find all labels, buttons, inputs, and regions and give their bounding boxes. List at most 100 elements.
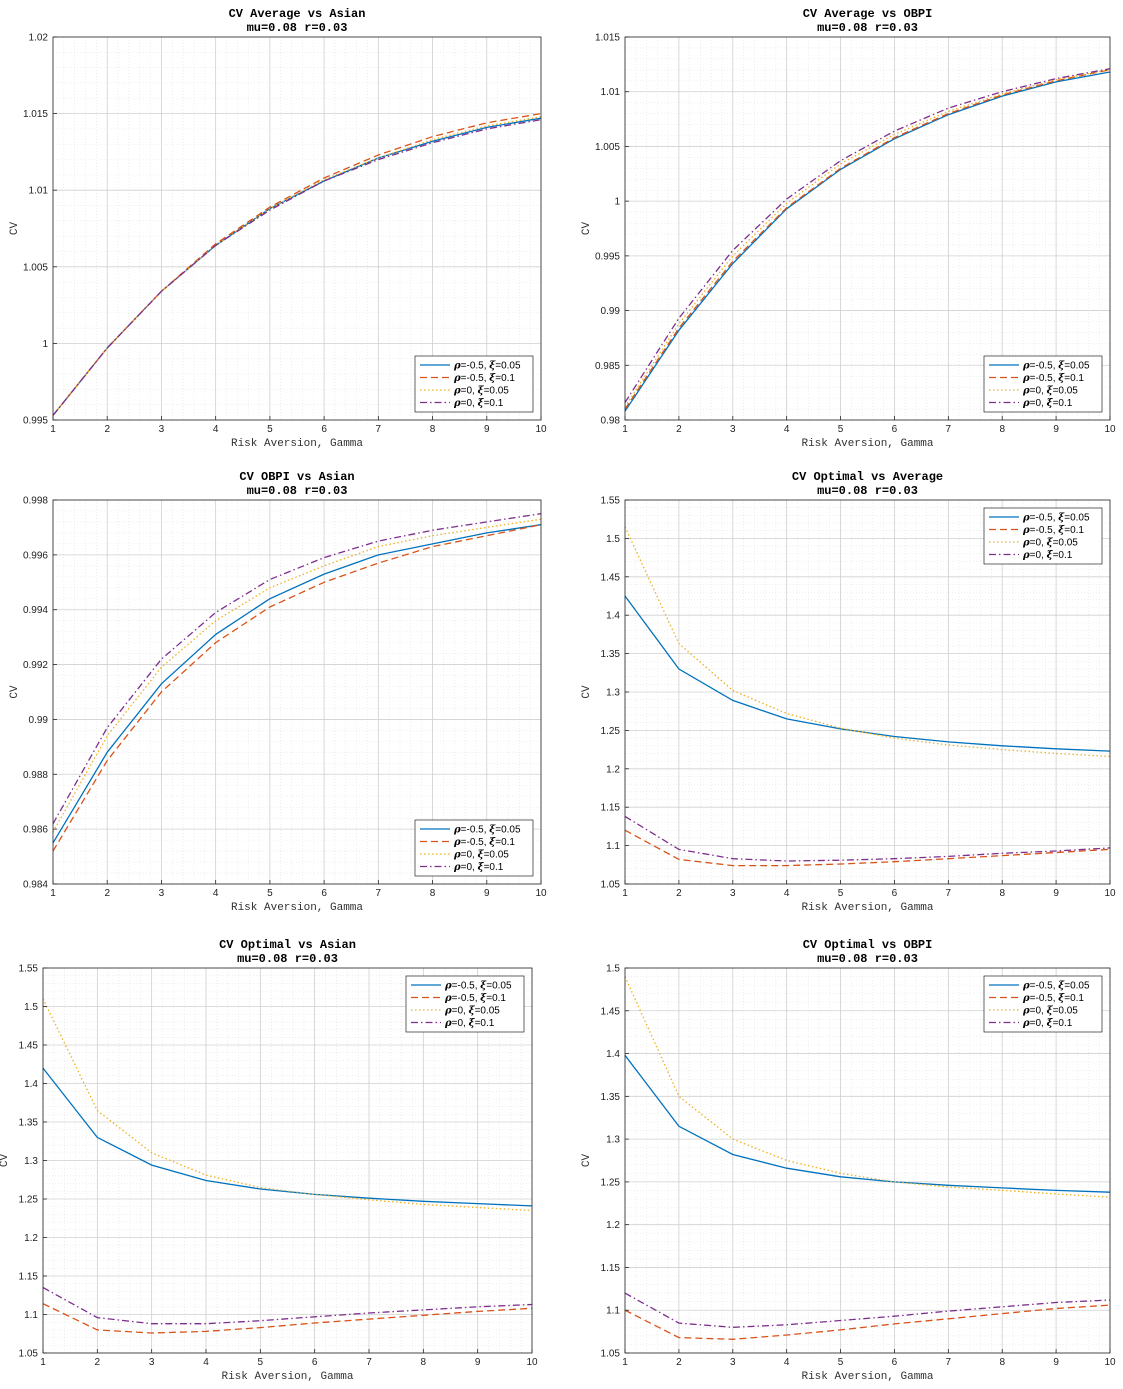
x-tick-label: 9 — [484, 424, 490, 435]
y-tick-label: 1.15 — [19, 1272, 39, 1283]
x-tick-label: 2 — [676, 888, 682, 899]
y-tick-label: 1.5 — [606, 534, 620, 545]
x-tick-label: 10 — [526, 1357, 538, 1368]
chart-subtitle: mu=0.08 r=0.03 — [817, 484, 918, 498]
x-tick-label: 5 — [838, 1357, 844, 1368]
y-axis-label: CV — [0, 1154, 11, 1168]
legend: ρ=-0.5, ξ=0.05ρ=-0.5, ξ=0.1 ρ=0, ξ=0.05ρ=… — [414, 819, 534, 877]
y-tick-label: 1.01 — [601, 87, 621, 98]
x-axis-label: Risk Aversion, Gamma — [801, 438, 933, 450]
x-tick-label: 10 — [1104, 424, 1116, 435]
legend: ρ=-0.5, ξ=0.05ρ=-0.5, ξ=0.1 ρ=0, ξ=0.05ρ=… — [983, 975, 1103, 1033]
y-tick-label: 1.45 — [19, 1041, 39, 1052]
series-line-3 — [624, 69, 1111, 408]
y-tick-label: 1.05 — [19, 1349, 39, 1360]
x-tick-label: 9 — [475, 1357, 481, 1368]
y-axis-label: CV — [9, 685, 21, 699]
x-tick-label: 9 — [1053, 1357, 1059, 1368]
legend-entry-3: ρ=0, ξ=0.05 — [444, 1006, 500, 1017]
y-tick-label: 1.3 — [24, 1156, 38, 1167]
y-tick-label: 0.995 — [23, 416, 48, 427]
y-tick-label: 1.3 — [606, 1135, 620, 1146]
legend-entry-1: ρ=-0.5, ξ=0.05 — [1022, 513, 1090, 524]
legend-entry-1: ρ=-0.5, ξ=0.05 — [444, 981, 512, 992]
legend-entry-4: ρ=0, ξ=0.1 — [453, 398, 504, 409]
x-tick-label: 7 — [376, 888, 382, 899]
y-tick-label: 0.99 — [601, 306, 621, 317]
legend-entry-2: ρ=-0.5, ξ=0.1 — [1022, 993, 1084, 1004]
x-tick-label: 2 — [676, 1357, 682, 1368]
series-line-3 — [52, 116, 542, 416]
x-axis-label: Risk Aversion, Gamma — [801, 902, 933, 914]
chart-subtitle: mu=0.08 r=0.03 — [247, 484, 348, 498]
x-tick-label: 3 — [159, 424, 165, 435]
y-tick-label: 1.1 — [606, 1306, 620, 1317]
y-tick-label: 1.35 — [601, 1092, 621, 1103]
chart-panel-4: 1 2 3 4 5 6 7 8 9 10 1.05 1.1 1.15 1.2 1.25 1.3 1.35 1.4 1… — [581, 470, 1116, 914]
x-tick-label: 4 — [784, 1357, 790, 1368]
series-line-4 — [624, 1292, 1111, 1328]
y-tick-label: 1.1 — [606, 841, 620, 852]
y-tick-label: 1.2 — [606, 764, 620, 775]
chart-subtitle: mu=0.08 r=0.03 — [817, 21, 918, 35]
y-axis-label: CV — [581, 685, 593, 699]
series-line-2 — [52, 112, 542, 416]
y-tick-label: 1.4 — [24, 1079, 38, 1090]
x-tick-label: 2 — [104, 424, 110, 435]
chart-panel-2: 1 2 3 4 5 6 7 8 9 10 0.98 0.985 0.99 0.995 1 1.005 1.01 1… — [581, 7, 1116, 450]
chart-title: CV Optimal vs OBPI — [803, 938, 933, 952]
x-tick-label: 4 — [784, 424, 790, 435]
series-line-2 — [624, 69, 1111, 410]
y-tick-label: 1.02 — [29, 33, 49, 44]
x-tick-label: 8 — [430, 888, 436, 899]
x-tick-label: 9 — [1053, 888, 1059, 899]
y-tick-label: 1.05 — [601, 1349, 621, 1360]
legend-entry-3: ρ=0, ξ=0.05 — [1022, 538, 1078, 549]
y-tick-label: 0.986 — [23, 825, 48, 836]
x-tick-label: 4 — [784, 888, 790, 899]
x-tick-label: 8 — [421, 1357, 427, 1368]
legend-entry-3: ρ=0, ξ=0.05 — [1022, 386, 1078, 397]
chart-subtitle: mu=0.08 r=0.03 — [237, 952, 338, 966]
x-tick-label: 9 — [484, 888, 490, 899]
x-tick-label: 5 — [267, 888, 273, 899]
series-line-1 — [624, 1054, 1111, 1193]
legend-entry-1: ρ=-0.5, ξ=0.05 — [1022, 981, 1090, 992]
x-tick-label: 7 — [366, 1357, 372, 1368]
x-tick-label: 10 — [535, 888, 547, 899]
y-tick-label: 1.05 — [601, 880, 621, 891]
y-tick-label: 1 — [614, 197, 620, 208]
y-axis-label: CV — [9, 222, 21, 236]
x-axis-label: Risk Aversion, Gamma — [801, 1371, 933, 1383]
x-tick-label: 10 — [1104, 1357, 1116, 1368]
chart-title: CV Optimal vs Average — [792, 470, 943, 484]
chart-subtitle: mu=0.08 r=0.03 — [817, 952, 918, 966]
legend-entry-3: ρ=0, ξ=0.05 — [453, 850, 509, 861]
axes-box — [624, 36, 1111, 421]
y-tick-label: 1.005 — [23, 262, 48, 273]
x-tick-label: 5 — [838, 888, 844, 899]
x-tick-label: 4 — [203, 1357, 209, 1368]
y-tick-label: 0.984 — [23, 880, 48, 891]
y-tick-label: 1 — [42, 339, 48, 350]
chart-title: CV Optimal vs Asian — [219, 938, 356, 952]
chart-title: CV Average vs Asian — [229, 7, 366, 21]
y-tick-label: 1.5 — [606, 964, 620, 975]
y-tick-label: 1.015 — [595, 33, 620, 44]
y-tick-label: 0.992 — [23, 660, 48, 671]
x-tick-label: 7 — [946, 424, 952, 435]
y-tick-label: 0.995 — [595, 251, 620, 262]
series-line-2 — [624, 829, 1111, 867]
x-tick-label: 1 — [50, 424, 56, 435]
legend-entry-2: ρ=-0.5, ξ=0.1 — [1022, 373, 1084, 384]
series-line-3 — [624, 976, 1111, 1198]
x-tick-label: 3 — [730, 888, 736, 899]
x-tick-label: 6 — [321, 888, 327, 899]
y-tick-label: 1.01 — [29, 186, 49, 197]
y-tick-label: 0.988 — [23, 770, 48, 781]
x-tick-label: 2 — [104, 888, 110, 899]
y-tick-label: 1.55 — [19, 964, 39, 975]
chart-panel-6: 1 2 3 4 5 6 7 8 9 10 1.05 1.1 1.15 1.2 1.25 1.3 1.35 1.4 1… — [581, 938, 1116, 1383]
